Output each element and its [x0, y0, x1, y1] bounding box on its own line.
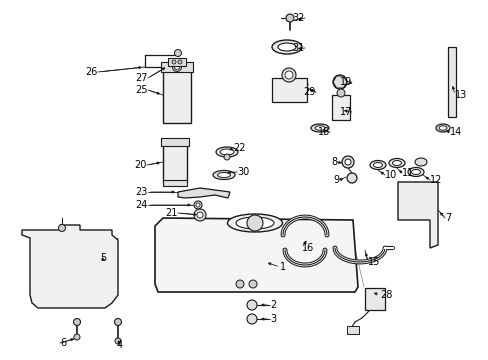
Ellipse shape — [220, 149, 234, 155]
Text: 20: 20 — [134, 160, 147, 170]
Text: 18: 18 — [317, 127, 329, 137]
Circle shape — [178, 60, 182, 64]
Ellipse shape — [217, 172, 230, 177]
Bar — [364, 288, 384, 310]
Text: 2: 2 — [269, 300, 276, 310]
Text: 23: 23 — [135, 187, 148, 197]
Text: 24: 24 — [135, 200, 148, 210]
Ellipse shape — [369, 161, 385, 170]
Circle shape — [285, 14, 293, 22]
Circle shape — [172, 63, 181, 72]
Text: 30: 30 — [237, 167, 249, 177]
Ellipse shape — [271, 40, 302, 54]
Circle shape — [114, 319, 121, 325]
Polygon shape — [178, 188, 229, 198]
Text: 13: 13 — [454, 90, 467, 100]
Circle shape — [59, 225, 65, 231]
Text: 19: 19 — [339, 77, 351, 87]
Bar — [447, 47, 455, 117]
Ellipse shape — [373, 162, 382, 167]
Bar — [163, 142, 186, 182]
Bar — [168, 58, 185, 66]
Text: 1: 1 — [280, 262, 285, 272]
Text: 11: 11 — [401, 168, 413, 178]
Bar — [346, 326, 358, 334]
Ellipse shape — [438, 126, 446, 130]
Text: 7: 7 — [444, 213, 450, 223]
Circle shape — [336, 89, 345, 97]
Ellipse shape — [310, 124, 328, 132]
Text: 14: 14 — [449, 127, 461, 137]
Ellipse shape — [388, 158, 404, 167]
Polygon shape — [22, 225, 118, 308]
Text: 29: 29 — [303, 87, 315, 97]
Text: 31: 31 — [292, 43, 305, 53]
Text: 6: 6 — [60, 338, 66, 348]
Circle shape — [282, 68, 295, 82]
Ellipse shape — [216, 147, 238, 157]
Circle shape — [172, 60, 176, 64]
Text: 32: 32 — [292, 13, 305, 23]
Polygon shape — [397, 182, 437, 248]
Text: 26: 26 — [85, 67, 98, 77]
Polygon shape — [332, 76, 346, 88]
Bar — [163, 68, 191, 123]
Circle shape — [332, 75, 346, 89]
Text: 21: 21 — [165, 208, 178, 218]
Circle shape — [346, 173, 356, 183]
Ellipse shape — [227, 214, 282, 232]
Bar — [271, 78, 306, 102]
Text: 3: 3 — [269, 314, 276, 324]
Text: 9: 9 — [333, 175, 339, 185]
Text: 17: 17 — [339, 107, 351, 117]
Text: 28: 28 — [379, 290, 391, 300]
Circle shape — [335, 78, 343, 86]
Circle shape — [246, 215, 263, 231]
Text: 10: 10 — [384, 170, 396, 180]
Text: 4: 4 — [117, 340, 123, 350]
Text: 12: 12 — [429, 175, 442, 185]
Circle shape — [236, 280, 244, 288]
Circle shape — [197, 212, 203, 218]
Circle shape — [248, 280, 257, 288]
Circle shape — [194, 201, 202, 209]
Circle shape — [196, 203, 200, 207]
Text: 5: 5 — [100, 253, 106, 263]
Circle shape — [285, 71, 292, 79]
Text: 22: 22 — [232, 143, 245, 153]
Text: 27: 27 — [135, 73, 148, 83]
Ellipse shape — [278, 43, 295, 51]
Circle shape — [115, 338, 121, 344]
Ellipse shape — [236, 217, 273, 229]
Circle shape — [224, 154, 229, 160]
Circle shape — [73, 319, 81, 325]
Circle shape — [246, 300, 257, 310]
Ellipse shape — [414, 158, 426, 166]
Circle shape — [341, 156, 353, 168]
Bar — [331, 95, 349, 120]
Ellipse shape — [411, 170, 420, 175]
Bar — [163, 180, 186, 186]
Text: 8: 8 — [330, 157, 336, 167]
Circle shape — [345, 159, 350, 165]
Polygon shape — [155, 218, 357, 292]
Text: 25: 25 — [135, 85, 148, 95]
Ellipse shape — [392, 161, 401, 166]
Bar — [161, 62, 193, 72]
Circle shape — [246, 314, 257, 324]
Text: 15: 15 — [367, 257, 380, 267]
Ellipse shape — [435, 124, 449, 132]
Ellipse shape — [314, 126, 325, 130]
Circle shape — [74, 334, 80, 340]
Circle shape — [174, 64, 179, 69]
Ellipse shape — [407, 167, 423, 176]
Circle shape — [194, 209, 205, 221]
Bar — [161, 138, 189, 146]
Circle shape — [174, 49, 181, 57]
Ellipse shape — [213, 171, 235, 180]
Text: 16: 16 — [302, 243, 314, 253]
